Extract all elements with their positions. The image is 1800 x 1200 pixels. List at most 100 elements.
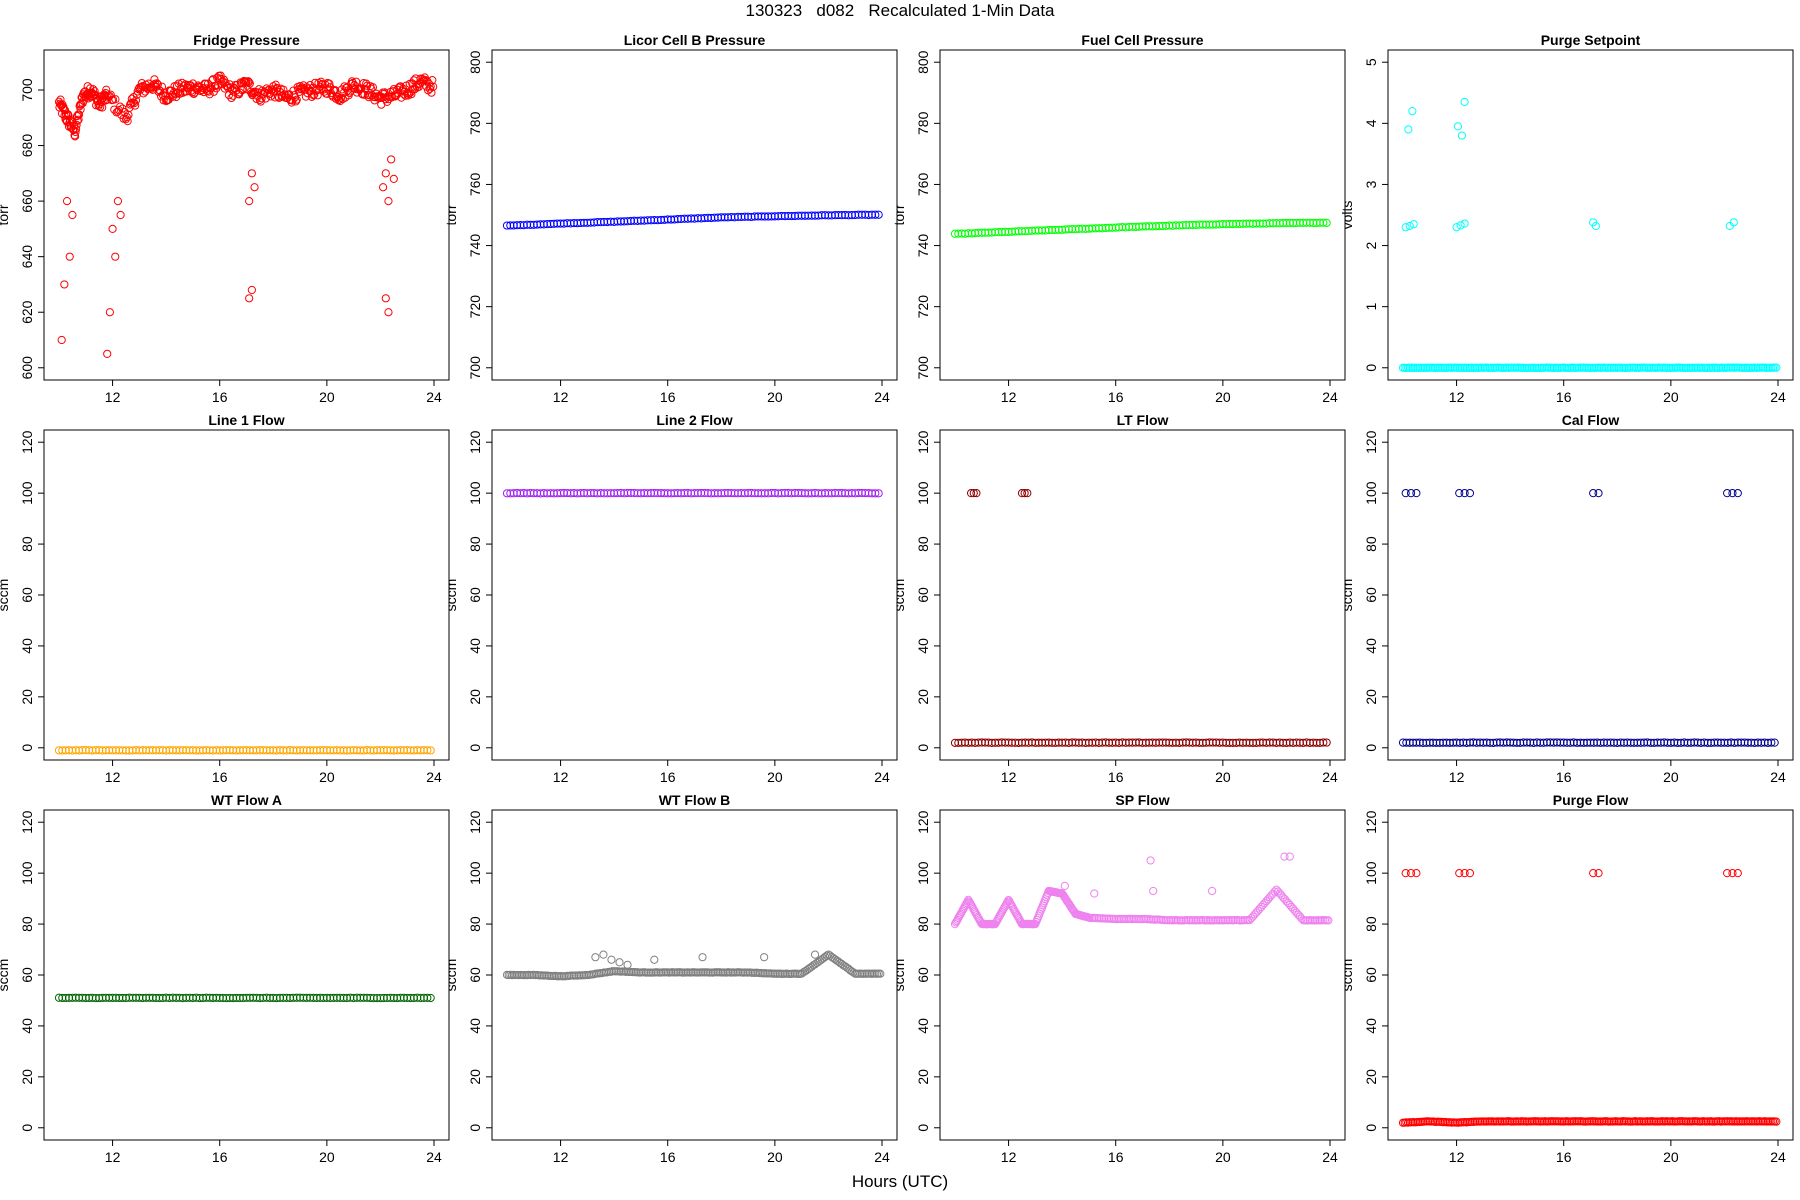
data-point xyxy=(707,489,716,498)
data-point xyxy=(957,738,966,747)
data-point xyxy=(640,488,649,498)
y-tick-label: 80 xyxy=(19,916,35,932)
data-point xyxy=(1208,738,1217,747)
data-point xyxy=(1295,218,1304,227)
data-point xyxy=(376,746,385,755)
data-point xyxy=(1268,219,1278,228)
data-point xyxy=(78,993,87,1002)
data-point xyxy=(683,214,692,223)
data-point xyxy=(1406,869,1416,878)
data-point xyxy=(289,746,298,755)
data-point xyxy=(271,80,280,89)
data-point xyxy=(1449,738,1458,747)
data-point xyxy=(784,488,793,498)
x-tick-label: 24 xyxy=(1770,389,1786,405)
series-points xyxy=(950,852,1333,929)
data-point xyxy=(95,746,104,755)
data-point xyxy=(185,993,194,1002)
data-point xyxy=(419,993,429,1002)
data-point xyxy=(111,95,120,104)
data-point xyxy=(857,488,867,498)
y-tick-label: 60 xyxy=(19,587,35,603)
data-point xyxy=(1693,738,1702,747)
data-point xyxy=(252,993,261,1002)
data-point xyxy=(964,738,973,747)
data-point xyxy=(700,213,709,223)
y-tick-label: 40 xyxy=(1363,1018,1379,1034)
data-point xyxy=(279,993,288,1002)
data-point xyxy=(426,746,435,755)
data-point xyxy=(145,746,154,755)
y-axis-label: torr xyxy=(0,204,11,225)
data-point xyxy=(108,224,117,233)
data-point xyxy=(522,220,532,229)
data-point xyxy=(950,738,960,747)
data-point xyxy=(105,993,114,1002)
data-point xyxy=(854,210,863,219)
data-point xyxy=(589,488,599,498)
data-point xyxy=(1452,223,1461,232)
chart-panel-6: Line 2 Flow sccm 12 16 20 24 0 20 40 60 80 100 120 xyxy=(443,412,898,785)
data-point xyxy=(178,746,187,755)
data-point xyxy=(332,746,342,755)
data-point xyxy=(269,746,278,755)
y-tick-label: 600 xyxy=(19,356,35,380)
chart-title: Purge Flow xyxy=(1553,792,1629,808)
data-point xyxy=(1750,738,1759,747)
x-tick-label: 20 xyxy=(767,389,783,405)
data-point xyxy=(72,111,82,121)
data-point xyxy=(1195,220,1204,229)
data-point xyxy=(857,210,867,219)
data-point xyxy=(730,489,739,498)
data-point xyxy=(379,183,388,192)
data-point xyxy=(546,489,555,498)
data-point xyxy=(757,489,766,498)
chart-title: Line 1 Flow xyxy=(208,412,284,428)
data-point xyxy=(844,489,853,498)
x-tick-label: 12 xyxy=(1001,389,1017,405)
y-axis-label: sccm xyxy=(891,959,907,992)
data-point xyxy=(807,211,816,220)
data-point xyxy=(1148,738,1157,747)
data-point xyxy=(960,738,970,747)
data-point xyxy=(352,746,362,755)
data-point xyxy=(359,993,368,1002)
plot-frame xyxy=(1387,809,1794,1141)
data-point xyxy=(1492,738,1501,747)
x-tick-label: 20 xyxy=(767,1149,783,1165)
data-point xyxy=(349,993,358,1003)
data-point xyxy=(1457,131,1467,140)
data-point xyxy=(543,489,552,498)
data-point xyxy=(103,349,112,358)
data-point xyxy=(247,169,256,178)
data-point xyxy=(1412,738,1421,747)
data-point xyxy=(1225,219,1234,229)
data-point xyxy=(1455,489,1464,498)
y-tick-label: 80 xyxy=(915,916,931,932)
data-point xyxy=(1081,738,1090,747)
x-tick-label: 24 xyxy=(1770,1149,1786,1165)
data-point xyxy=(1145,738,1154,747)
data-point xyxy=(864,489,873,498)
data-point xyxy=(165,746,174,755)
data-point xyxy=(1324,916,1333,925)
data-point xyxy=(1165,738,1174,747)
data-point xyxy=(837,211,846,220)
data-point xyxy=(352,77,361,86)
data-point xyxy=(74,115,83,124)
data-point xyxy=(1319,738,1328,747)
y-axis-label: sccm xyxy=(443,959,459,992)
data-point xyxy=(977,738,986,747)
data-point xyxy=(591,953,600,962)
series-points xyxy=(54,993,435,1003)
data-point xyxy=(244,77,253,86)
data-point xyxy=(670,489,679,498)
data-point xyxy=(389,174,398,183)
plot-frame xyxy=(1387,429,1794,761)
data-point xyxy=(85,993,94,1003)
data-point xyxy=(1051,738,1060,747)
data-point xyxy=(198,993,208,1003)
y-tick-label: 40 xyxy=(19,1018,35,1034)
data-point xyxy=(847,489,856,498)
data-point xyxy=(1238,738,1248,747)
